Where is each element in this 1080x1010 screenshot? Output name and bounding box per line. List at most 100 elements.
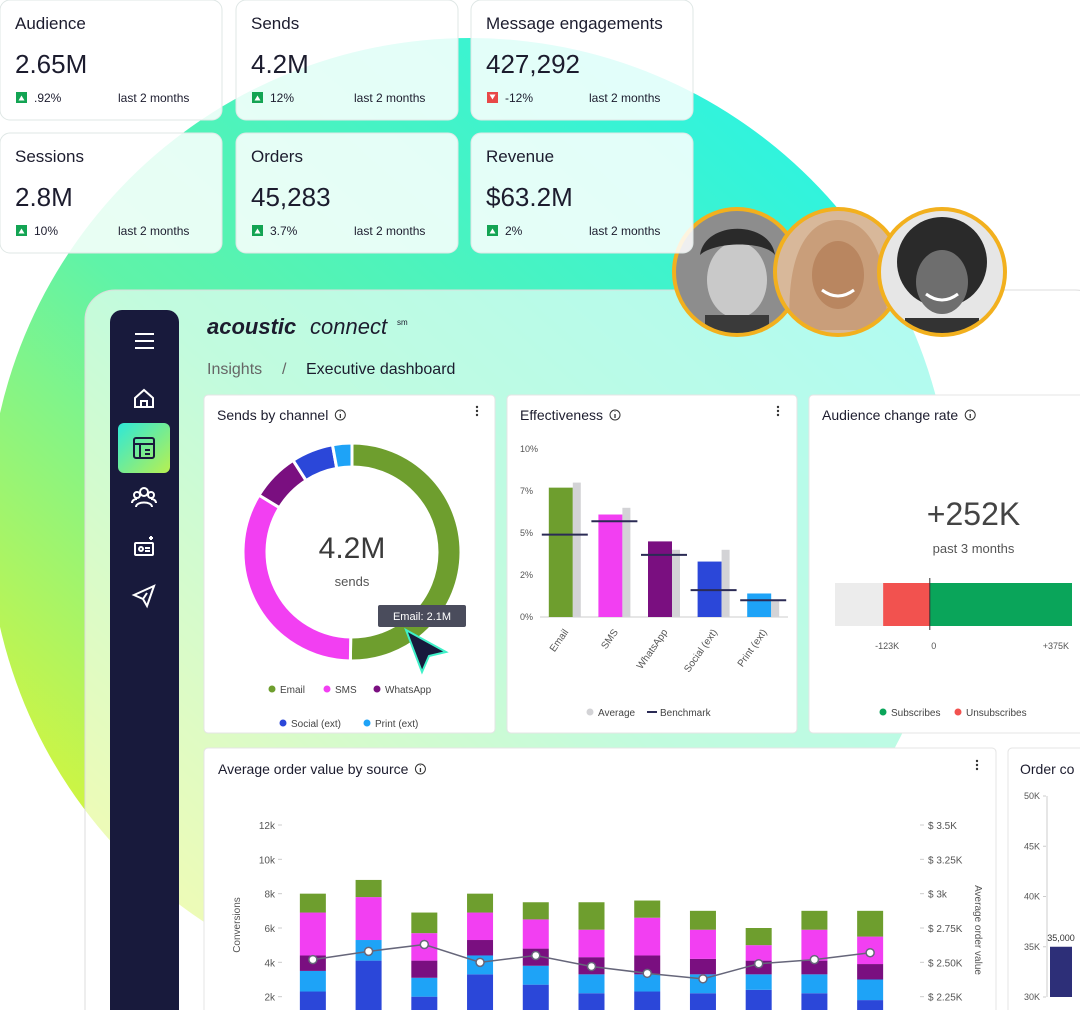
- bar-segment[interactable]: [745, 945, 772, 961]
- bar-segment[interactable]: [578, 974, 605, 994]
- bar-segment[interactable]: [411, 912, 438, 934]
- info-icon[interactable]: [334, 409, 346, 421]
- bar-segment[interactable]: [634, 900, 661, 918]
- bar-segment[interactable]: [411, 996, 438, 1010]
- line-point[interactable]: [642, 968, 652, 979]
- menu-dot[interactable]: [776, 409, 780, 413]
- bar-segment[interactable]: [578, 929, 605, 958]
- bar-segment[interactable]: [299, 893, 326, 913]
- bar[interactable]: [771, 600, 780, 617]
- line-point[interactable]: [419, 939, 430, 950]
- bar-segment[interactable]: [467, 974, 494, 1010]
- bar-segment[interactable]: [801, 993, 828, 1010]
- line-point[interactable]: [698, 974, 708, 984]
- legend-label: Email: [280, 685, 305, 696]
- kpi-value: 2.8M: [15, 182, 73, 212]
- bar-segment[interactable]: [578, 993, 605, 1010]
- kpi-value: 45,283: [251, 182, 331, 212]
- line-point[interactable]: [865, 947, 875, 958]
- menu-dot[interactable]: [975, 767, 979, 771]
- bar-segment[interactable]: [689, 993, 716, 1010]
- bar-segment[interactable]: [689, 929, 716, 959]
- y-tick-label: 10%: [520, 444, 538, 454]
- bar-segment[interactable]: [467, 940, 494, 956]
- line-point[interactable]: [475, 957, 485, 968]
- send-icon[interactable]: [131, 584, 156, 609]
- bar-segment[interactable]: [299, 970, 326, 992]
- bar-segment[interactable]: [857, 1000, 884, 1010]
- audience-icon[interactable]: [134, 542, 154, 556]
- bar[interactable]: [648, 541, 672, 617]
- info-icon[interactable]: [964, 409, 976, 421]
- people-icon[interactable]: [139, 487, 149, 497]
- bar[interactable]: [548, 487, 573, 617]
- breadcrumb-separator: /: [282, 361, 287, 378]
- bar-segment[interactable]: [745, 989, 772, 1010]
- bar-segment[interactable]: [745, 928, 772, 946]
- menu-dot[interactable]: [475, 405, 479, 409]
- bar-segment[interactable]: [355, 897, 382, 941]
- bar[interactable]: [622, 507, 631, 617]
- line-point[interactable]: [753, 958, 764, 969]
- bar-segment[interactable]: [689, 974, 716, 994]
- line-point[interactable]: [363, 946, 374, 957]
- bar-segment[interactable]: [299, 991, 326, 1010]
- bar-segment[interactable]: [411, 960, 438, 978]
- info-icon[interactable]: [609, 409, 621, 421]
- bar-segment[interactable]: [355, 960, 382, 1010]
- menu-dot[interactable]: [776, 413, 780, 417]
- kpi-period: last 2 months: [589, 224, 660, 238]
- menu-icon[interactable]: [135, 333, 154, 349]
- legend-marker: [586, 708, 594, 716]
- bar-segment[interactable]: [801, 974, 828, 994]
- bar[interactable]: [929, 583, 1072, 626]
- home-icon[interactable]: [134, 388, 154, 408]
- center-label: sends: [335, 574, 370, 589]
- bar-segment[interactable]: [857, 910, 884, 937]
- bar[interactable]: [1050, 946, 1072, 997]
- menu-dot[interactable]: [776, 405, 780, 409]
- bar-segment[interactable]: [467, 912, 494, 941]
- menu-dot[interactable]: [975, 759, 979, 763]
- bar-segment[interactable]: [801, 910, 828, 930]
- bar-segment[interactable]: [355, 879, 382, 898]
- dashboard-icon-detail: [134, 443, 154, 458]
- bar-segment[interactable]: [634, 917, 661, 956]
- breadcrumb-link[interactable]: Insights: [207, 361, 262, 378]
- bar[interactable]: [572, 482, 581, 617]
- kpi-change: 2%: [505, 224, 523, 238]
- bar-segment[interactable]: [522, 902, 549, 920]
- bar-segment[interactable]: [634, 991, 661, 1010]
- bar-segment[interactable]: [857, 964, 884, 980]
- donut-slice[interactable]: [330, 441, 354, 471]
- bar-segment[interactable]: [634, 974, 661, 992]
- bar[interactable]: [883, 583, 930, 626]
- line-point[interactable]: [809, 954, 820, 965]
- line-point[interactable]: [586, 961, 597, 972]
- bar-segment[interactable]: [522, 919, 549, 949]
- line-point[interactable]: [531, 950, 541, 961]
- bar-segment[interactable]: [801, 960, 828, 975]
- menu-dot[interactable]: [475, 413, 479, 417]
- bar-segment[interactable]: [522, 965, 549, 985]
- bar-segment[interactable]: [689, 958, 716, 975]
- bar-segment[interactable]: [745, 974, 772, 990]
- bar-segment[interactable]: [689, 910, 716, 930]
- line-point[interactable]: [308, 954, 318, 965]
- menu-dot[interactable]: [975, 763, 979, 767]
- legend-marker: [323, 685, 331, 693]
- bar-segment[interactable]: [467, 893, 494, 913]
- bar-segment[interactable]: [411, 977, 438, 997]
- bar[interactable]: [672, 549, 680, 617]
- bar-segment[interactable]: [578, 902, 605, 930]
- dashboard-icon-selected[interactable]: [118, 423, 170, 473]
- bar[interactable]: [598, 514, 623, 617]
- bar-segment[interactable]: [299, 912, 326, 956]
- bar-segment[interactable]: [634, 955, 661, 975]
- bar-segment[interactable]: [522, 984, 549, 1010]
- menu-dot[interactable]: [475, 409, 479, 413]
- info-icon[interactable]: [414, 763, 426, 775]
- bar[interactable]: [747, 593, 772, 617]
- bar[interactable]: [721, 549, 730, 617]
- bar-segment[interactable]: [857, 979, 884, 1001]
